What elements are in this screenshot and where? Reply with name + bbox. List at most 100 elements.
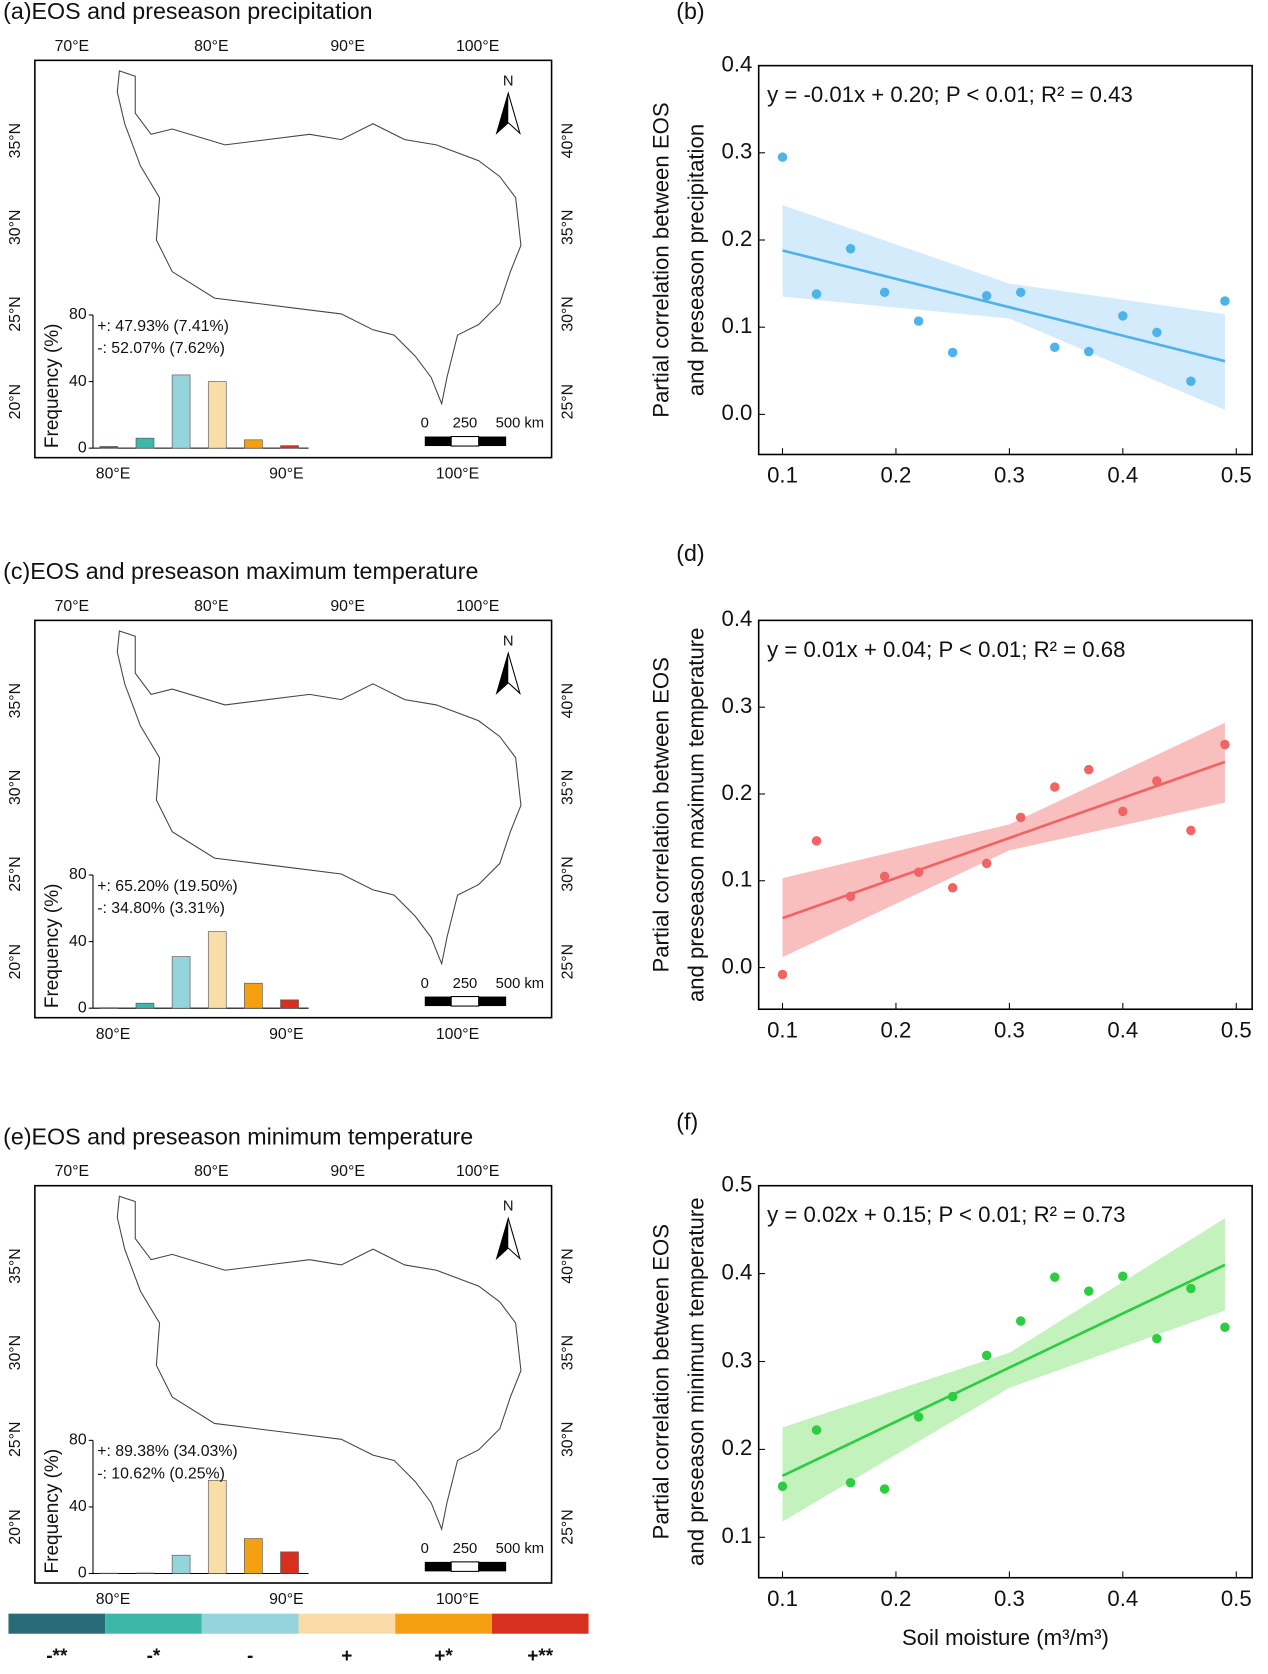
inset-ylabel: Frequency (%) [42,884,63,1009]
scale-label: 500 km [496,1541,544,1557]
colorbar-label: - [247,1646,253,1667]
confidence-band [782,205,1225,411]
data-point [1220,739,1230,750]
data-point [1050,1272,1060,1282]
colorbar-label: +* [434,1646,453,1667]
panel-title: (e)EOS and preseason minimum temperature [3,1123,473,1149]
data-point [981,858,992,869]
equation: y = -0.01x + 0.20; P < 0.01; R² = 0.43 [767,82,1133,107]
lon-label: 80°E [96,1591,131,1608]
fit-line [782,249,1226,363]
x-axis-label: Soil moisture (m³/m³) [902,1625,1109,1650]
y-tick-label: 0.4 [722,51,753,76]
data-point [1015,1316,1026,1326]
inset-tick-label: 80 [69,1432,87,1449]
data-point [1220,1322,1230,1332]
lat-label: 30°N [560,1422,577,1457]
lat-label: 25°N [560,1509,577,1544]
scale-bar [424,436,452,447]
north-label: N [503,633,514,649]
lat-label: 30°N [7,210,24,245]
lon-label: 90°E [330,1163,365,1180]
histogram-bar [244,1538,263,1574]
data-point [777,969,788,980]
data-point [845,891,856,902]
histogram-bar [244,439,263,449]
data-point [947,347,958,358]
data-point [1152,776,1162,786]
histogram-bar [207,931,227,1009]
lat-label: 20°N [7,1509,24,1544]
north-arrow-fill [496,93,509,134]
data-point [777,1481,788,1492]
lat-label: 35°N [560,1335,577,1370]
scale-label: 500 km [496,416,544,432]
y-tick-label: 0.3 [722,139,753,164]
histogram-bar [280,445,299,449]
y-axis-label: Partial correlation between EOS [648,1224,673,1540]
scale-bar [450,996,480,1007]
lon-label: 100°E [456,1163,499,1180]
data-point [913,1412,924,1422]
plateau-outline [116,70,522,406]
plateau-outline [116,1195,522,1531]
y-tick-label: 0.1 [722,313,753,338]
data-point [1118,1271,1128,1281]
lat-label: 35°N [560,770,577,805]
data-point [1186,376,1196,387]
inset-ylabel: Frequency (%) [42,1449,63,1574]
lon-label: 100°E [436,1026,479,1043]
histogram-bar [207,381,227,449]
data-point [981,291,992,301]
lat-label: 30°N [7,770,24,805]
data-point [1118,806,1128,817]
map-frame [34,1184,553,1584]
y-axis-label: and preseason maximum temperature [683,627,708,1002]
data-point [845,1478,856,1488]
plot-frame [757,64,1253,456]
data-point [777,152,788,162]
data-point [879,287,890,298]
plot-frame [757,619,1253,1011]
lat-label: 20°N [7,384,24,419]
x-tick-label: 0.4 [1107,1017,1138,1042]
histogram-bar [280,999,299,1009]
x-tick-label: 0.3 [994,463,1025,488]
inset-stat: +: 89.38% (34.03%) [97,1443,237,1460]
data-point [1084,1286,1094,1296]
inset-ylabel: Frequency (%) [42,323,63,448]
lat-label: 30°N [560,296,577,331]
colorbar-swatch [201,1613,299,1634]
inset-stat: -: 52.07% (7.62%) [97,340,225,357]
y-tick-label: 0.3 [722,693,753,718]
equation: y = 0.01x + 0.04; P < 0.01; R² = 0.68 [767,637,1125,662]
lon-label: 90°E [330,38,365,55]
scale-bar [478,1561,507,1572]
inset-tick-label: 0 [78,1565,87,1582]
lon-label: 80°E [194,1163,229,1180]
inset-tick-label: 40 [69,373,87,390]
inset-tick-label: 80 [69,866,87,883]
x-tick-label: 0.4 [1107,463,1138,488]
scale-label: 500 km [496,976,544,992]
panel-title: (a)EOS and preseason precipitation [3,0,372,24]
lat-label: 30°N [560,856,577,891]
inset-tick-label: 40 [69,933,87,950]
x-tick-label: 0.1 [767,1586,798,1611]
histogram-bar [135,437,155,449]
scale-label: 0 [421,416,429,432]
inset-tick-label: 80 [69,306,87,323]
data-point [1118,311,1128,321]
inset-stat: -: 34.80% (3.31%) [97,900,225,917]
scale-label: 250 [453,976,478,992]
lat-label: 35°N [7,683,24,718]
north-arrow-fill [496,653,509,694]
data-point [981,1350,992,1361]
lon-label: 100°E [436,466,479,483]
y-tick-label: 0.3 [722,1347,753,1372]
lat-label: 40°N [560,683,577,718]
lon-label: 100°E [456,598,499,615]
scale-label: 0 [421,1541,429,1557]
data-point [1152,327,1162,338]
